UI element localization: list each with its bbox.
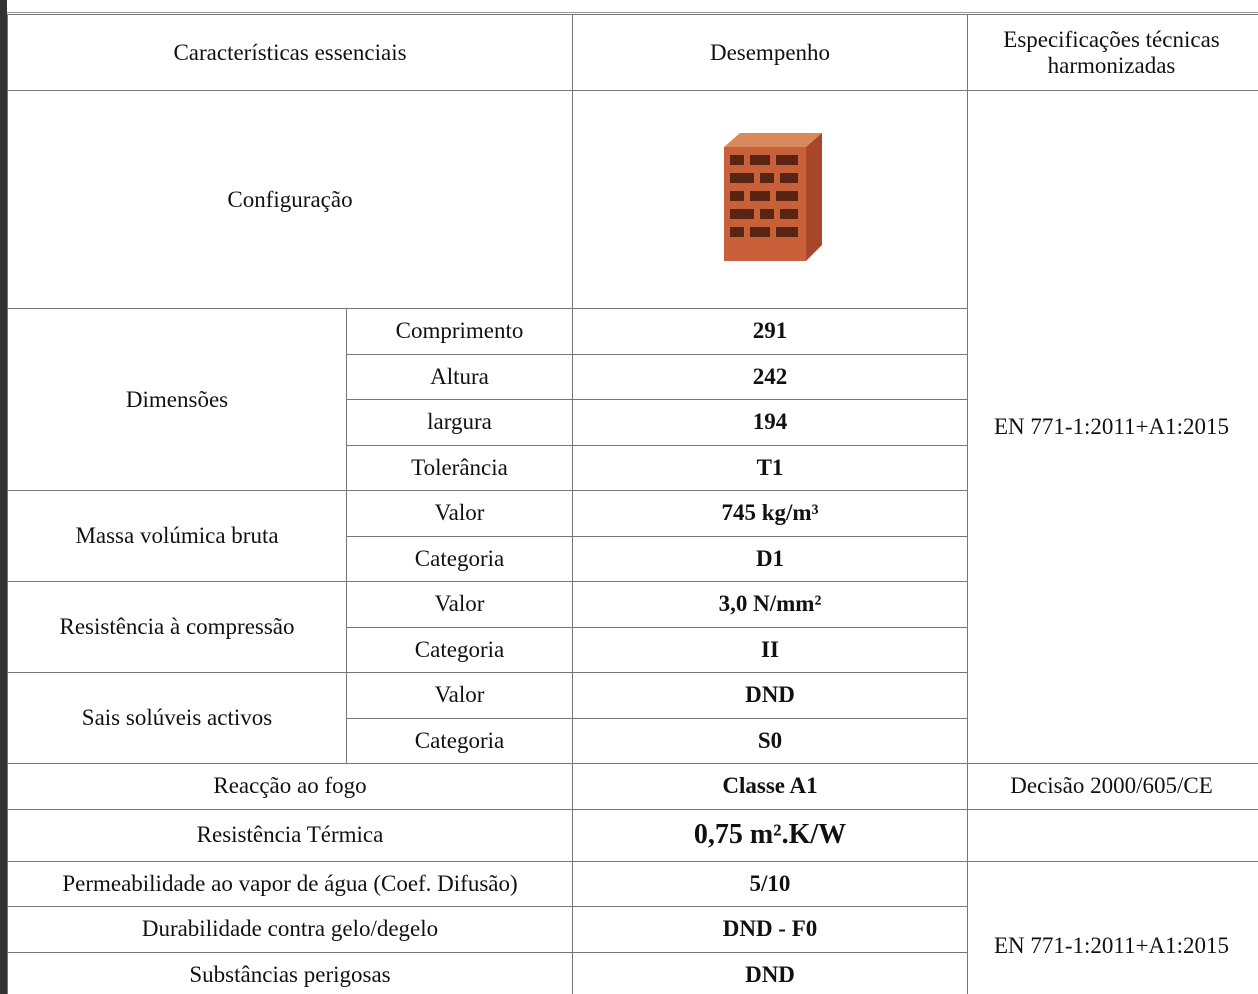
group-label: Dimensões: [7, 308, 347, 491]
row-value: 5/10: [572, 860, 968, 907]
row-label: Valor: [346, 581, 573, 628]
brick-image: [724, 132, 822, 261]
row-label: Resistência Térmica: [7, 808, 573, 862]
empty-cell: [967, 808, 1258, 862]
group-label: Sais solúveis activos: [7, 672, 347, 764]
row-value: DND - F0: [572, 906, 968, 953]
row-label: Valor: [346, 672, 573, 719]
table-body: Características essenciais Desempenho Es…: [7, 14, 1258, 994]
row-label: Substâncias perigosas: [7, 951, 573, 994]
data-row: largura 194: [8, 399, 1258, 446]
row-label: Categoria: [346, 626, 573, 673]
row-label: Permeabilidade ao vapor de água (Coef. D…: [7, 860, 573, 907]
header-cell: Especificações técnicas harmonizadas: [967, 14, 1258, 91]
row-value: DND: [572, 672, 968, 719]
data-row: Tolerância T1: [8, 444, 1258, 491]
row-label: Durabilidade contra gelo/degelo: [7, 906, 573, 953]
data-row: Resistência à compressão Valor 3,0 N/mm²: [7, 581, 1258, 673]
data-row: Resistência Térmica 0,75 m².K/W: [7, 808, 1258, 862]
spec-cell: EN 771-1:2011+A1:2015: [967, 860, 1258, 994]
row-label: Categoria: [346, 535, 573, 582]
spec-table: Características essenciais Desempenho Es…: [7, 14, 1258, 994]
data-row: Durabilidade contra gelo/degelo DND - F0: [7, 906, 1258, 953]
row-value: 242: [572, 353, 968, 400]
row-value: S0: [572, 717, 968, 764]
row-value: 0,75 m².K/W: [572, 808, 968, 862]
data-row: Permeabilidade ao vapor de água (Coef. D…: [7, 860, 1258, 994]
data-row: Reacção ao fogo Classe A1 Decisão 2000/605…: [7, 763, 1258, 810]
row-value: T1: [572, 444, 968, 491]
row-value: DND: [572, 951, 968, 994]
data-row: Altura 242: [8, 353, 1258, 400]
row-label: Configuração: [7, 90, 573, 309]
row-value: II: [572, 626, 968, 673]
row-label: largura: [346, 399, 573, 446]
header-row: Características essenciais Desempenho Es…: [7, 14, 1258, 91]
spec-cell: Decisão 2000/605/CE: [967, 763, 1258, 810]
data-row: Substâncias perigosas DND: [7, 951, 1258, 994]
header-cell: Características essenciais: [7, 14, 573, 91]
data-row: Dimensões Comprimento 291: [7, 308, 1258, 491]
image-cell: [572, 90, 968, 309]
row-label: Valor: [346, 490, 573, 537]
row-value: 194: [572, 399, 968, 446]
group-label: Massa volúmica bruta: [7, 490, 347, 582]
spec-cell: EN 771-1:2011+A1:2015: [967, 90, 1258, 764]
data-row: Categoria D1: [8, 535, 1258, 582]
data-row: Sais solúveis activos Valor DND: [7, 672, 1258, 764]
group-label: Resistência à compressão: [7, 581, 347, 673]
row-label: Tolerância: [346, 444, 573, 491]
row-value: 745 kg/m³: [572, 490, 968, 537]
data-row: Categoria II: [8, 626, 1258, 673]
configuration-row: Configuração: [7, 90, 1258, 764]
header-cell: Desempenho: [572, 14, 968, 91]
row-label: Altura: [346, 353, 573, 400]
row-label: Categoria: [346, 717, 573, 764]
data-row: Categoria S0: [8, 717, 1258, 764]
row-label: Reacção ao fogo: [7, 763, 573, 810]
left-border: [0, 0, 7, 994]
row-label: Comprimento: [346, 308, 573, 355]
row-value: D1: [572, 535, 968, 582]
top-rule: [7, 12, 1258, 13]
row-value: 291: [572, 308, 968, 355]
row-value: 3,0 N/mm²: [572, 581, 968, 628]
row-value: Classe A1: [572, 763, 968, 810]
data-row: Massa volúmica bruta Valor 745 kg/m³: [7, 490, 1258, 582]
